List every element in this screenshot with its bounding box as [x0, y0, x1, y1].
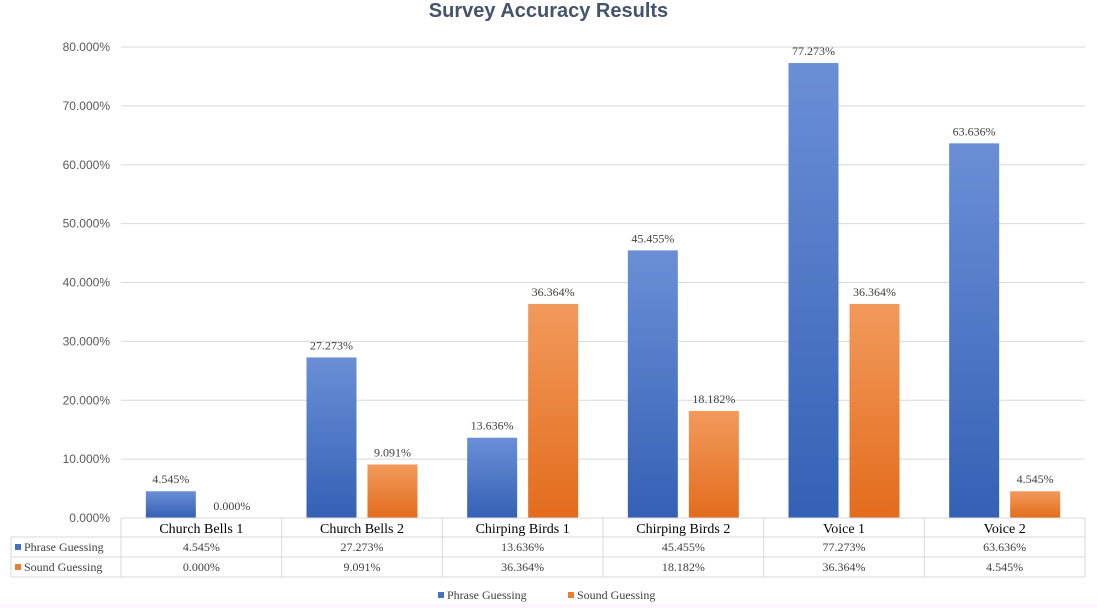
legend-key — [438, 592, 444, 598]
data-label: 4.545% — [152, 472, 189, 486]
category-label: Church Bells 1 — [159, 522, 243, 537]
table-cell: 4.545% — [986, 560, 1023, 574]
bar-sound — [1010, 491, 1061, 518]
table-cell: 18.182% — [662, 560, 705, 574]
y-tick-label: 50.000% — [63, 217, 111, 231]
category-label: Voice 2 — [984, 522, 1026, 537]
bar-phrase — [145, 491, 196, 518]
legend-label: Phrase Guessing — [447, 588, 527, 602]
bar-phrase — [949, 143, 1000, 518]
table-cell: 77.273% — [823, 540, 866, 554]
data-label: 36.364% — [853, 285, 896, 299]
bar-sound — [688, 410, 739, 518]
bar-sound — [528, 303, 579, 518]
table-series-label: Phrase Guessing — [24, 540, 104, 554]
category-label: Voice 1 — [823, 522, 865, 537]
data-label: 0.000% — [213, 499, 250, 513]
chart-title: Survey Accuracy Results — [428, 0, 669, 22]
data-label: 13.636% — [471, 419, 514, 433]
table-cell: 36.364% — [501, 560, 544, 574]
category-label: Chirping Birds 1 — [476, 522, 570, 537]
table-legend-key — [15, 544, 21, 550]
table-legend-key — [15, 564, 21, 570]
y-tick-label: 60.000% — [63, 158, 111, 172]
y-tick-label: 30.000% — [63, 334, 111, 348]
data-label: 18.182% — [692, 392, 735, 406]
table-cell: 63.636% — [983, 540, 1026, 554]
data-label: 77.273% — [792, 44, 835, 58]
bar-phrase — [627, 250, 678, 519]
legend-label: Sound Guessing — [577, 588, 655, 602]
data-label: 63.636% — [953, 124, 996, 138]
bar-phrase — [788, 63, 839, 519]
table-cell: 9.091% — [344, 560, 381, 574]
table-cell: 0.000% — [183, 560, 220, 574]
table-cell: 27.273% — [341, 540, 384, 554]
table-cell: 45.455% — [662, 540, 705, 554]
data-label: 45.455% — [631, 231, 674, 245]
y-tick-label: 80.000% — [63, 40, 111, 54]
data-label: 4.545% — [1017, 472, 1054, 486]
bar-sound — [849, 303, 900, 518]
bar-phrase — [306, 357, 357, 518]
table-cell: 4.545% — [183, 540, 220, 554]
category-label: Church Bells 2 — [320, 522, 404, 537]
table-series-label: Sound Guessing — [24, 560, 102, 574]
y-tick-label: 40.000% — [63, 276, 111, 290]
table-cell: 36.364% — [823, 560, 866, 574]
data-label: 9.091% — [374, 445, 411, 459]
y-tick-label: 10.000% — [63, 452, 111, 466]
bar-sound — [367, 464, 418, 518]
data-label: 27.273% — [310, 338, 353, 352]
legend-key — [568, 592, 574, 598]
category-label: Chirping Birds 2 — [636, 522, 730, 537]
y-tick-label: 0.000% — [69, 511, 110, 525]
y-tick-label: 20.000% — [63, 393, 111, 407]
data-label: 36.364% — [532, 285, 575, 299]
table-cell: 13.636% — [501, 540, 544, 554]
bar-phrase — [467, 437, 518, 518]
y-tick-label: 70.000% — [63, 99, 111, 113]
